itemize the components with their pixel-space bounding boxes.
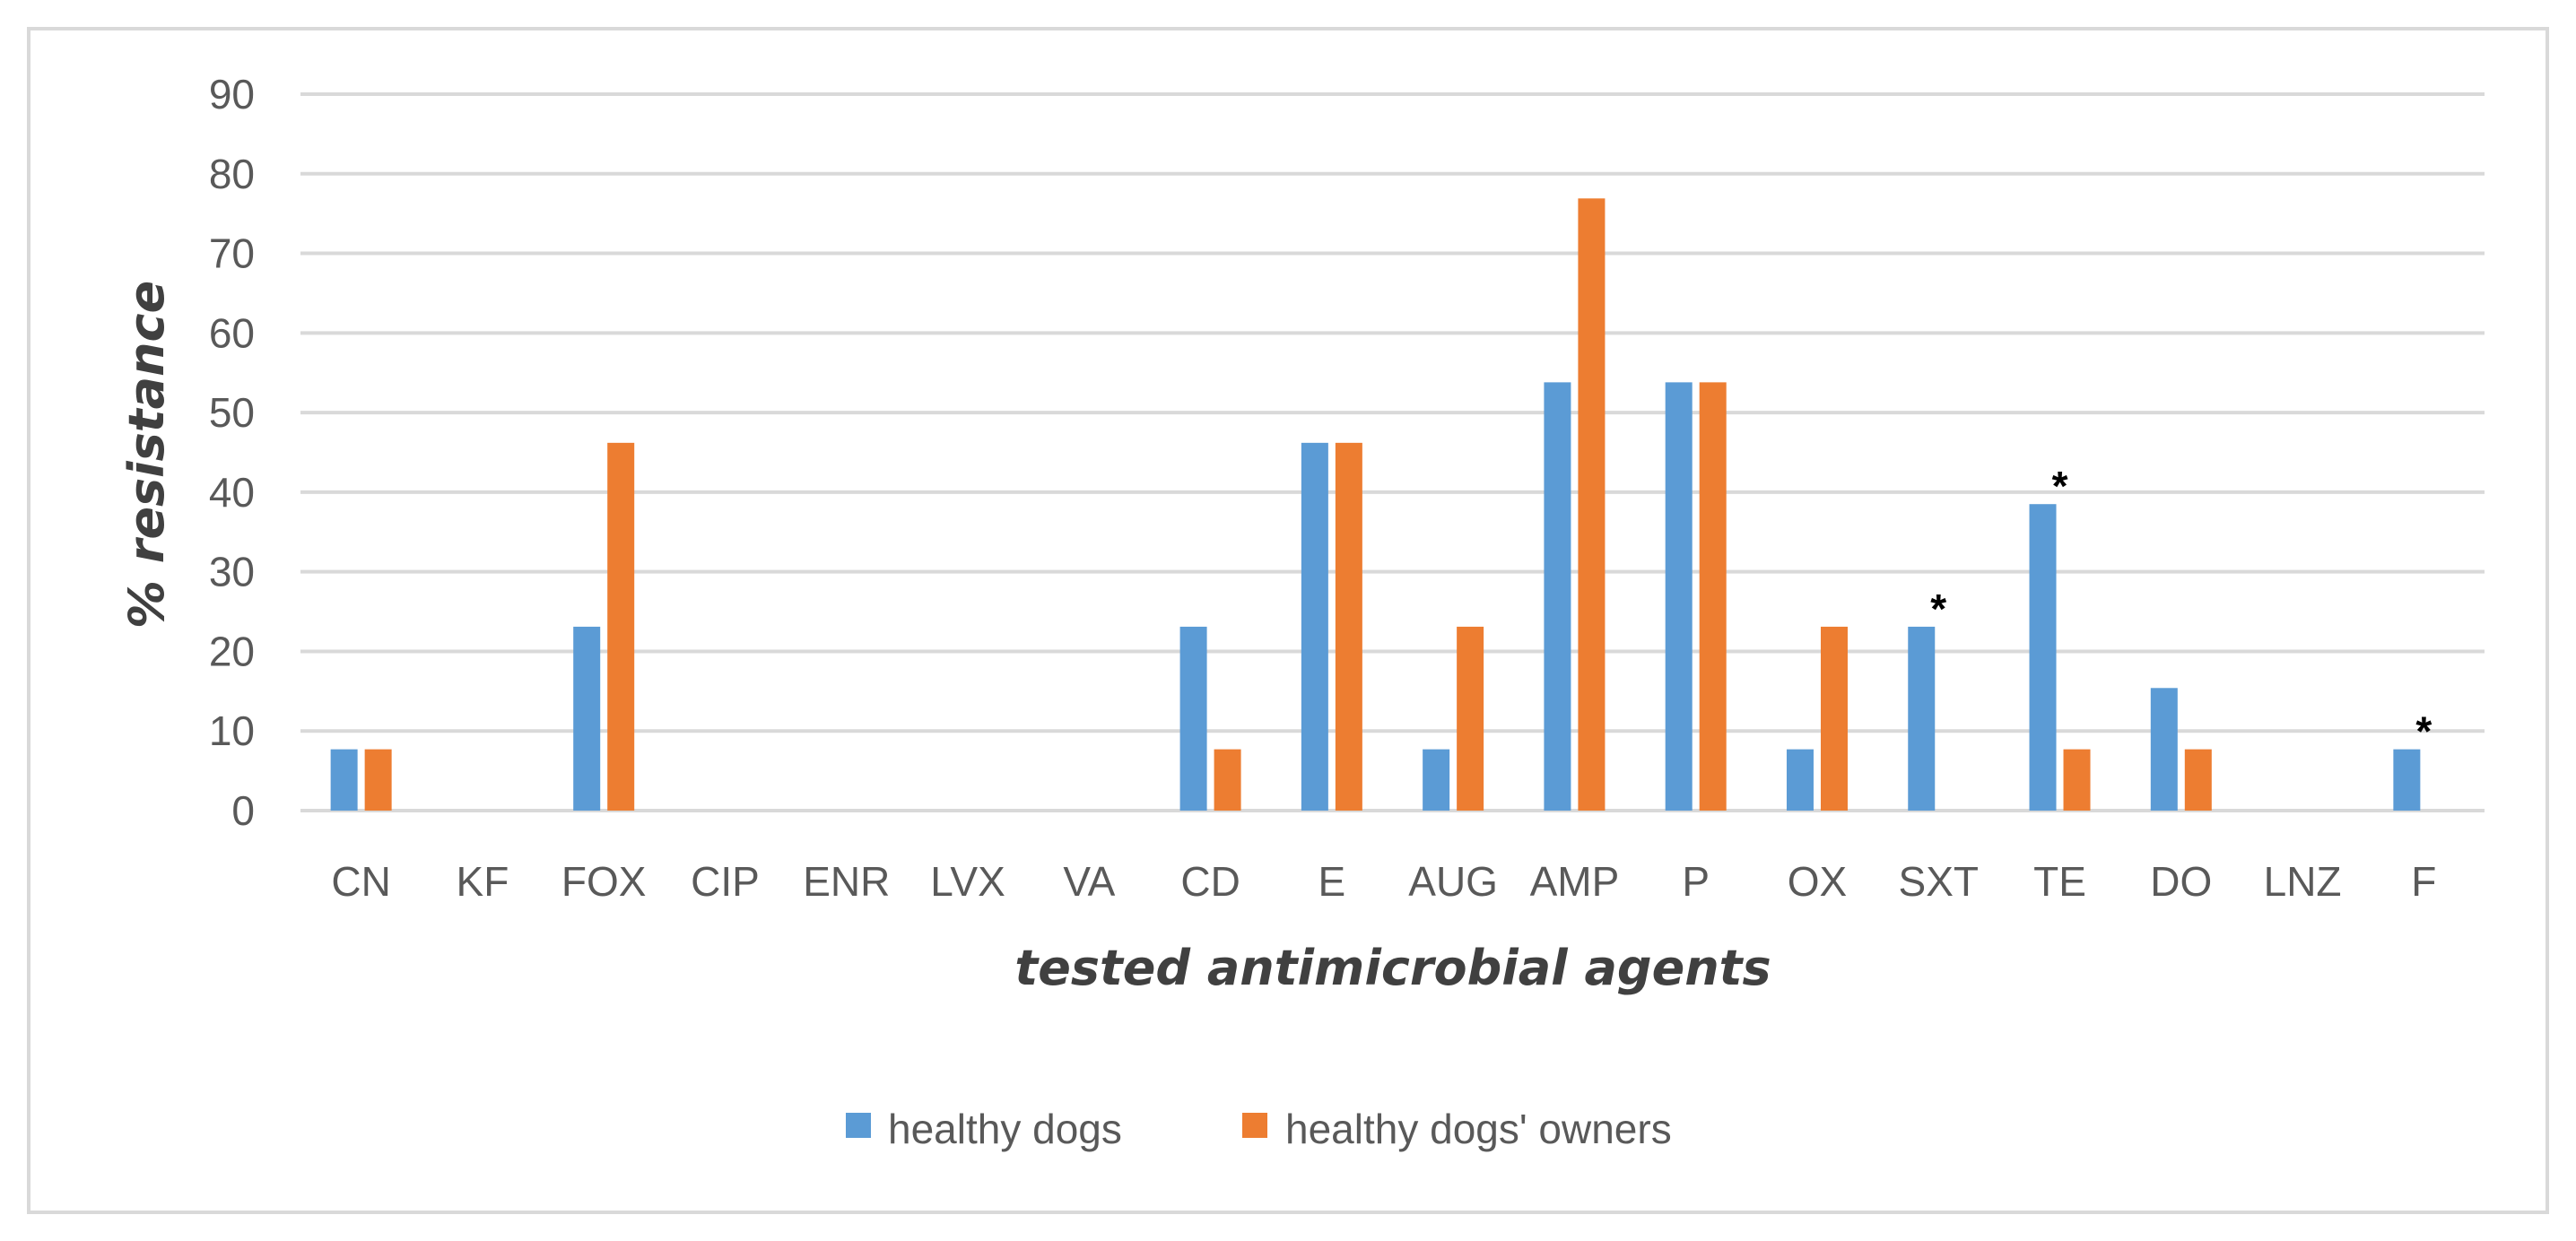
x-tick-label-cd: CD xyxy=(1180,858,1240,905)
legend-label-healthy-dogs-owners: healthy dogs' owners xyxy=(1285,1106,1672,1152)
bar-healthy-dogs-owners-fox xyxy=(607,442,635,811)
legend-swatch-healthy-dogs xyxy=(846,1113,871,1138)
bar-healthy-dogs-owners-p xyxy=(1699,382,1727,811)
x-tick-label-lnz: LNZ xyxy=(2264,858,2342,905)
bar-healthy-dogs-p xyxy=(1665,382,1693,811)
legend-label-healthy-dogs: healthy dogs xyxy=(888,1106,1122,1152)
bar-healthy-dogs-ox xyxy=(1786,749,1814,811)
bar-healthy-dogs-fox xyxy=(573,626,601,811)
annotation-sxt: * xyxy=(1930,586,1946,632)
x-tick-label-kf: KF xyxy=(457,858,509,905)
x-tick-label-cip: CIP xyxy=(691,858,760,905)
y-axis-ticks: 0 10 20 30 40 50 60 70 80 90 xyxy=(209,71,255,834)
bar-healthy-dogs-do xyxy=(2150,688,2178,811)
x-tick-label-amp: AMP xyxy=(1530,858,1620,905)
bar-healthy-dogs-te xyxy=(2029,504,2057,811)
x-axis-ticks: CN KF FOX CIP ENR LVX VA CD E AUG AMP P OX SXT TE DO LNZ… xyxy=(331,858,2436,905)
x-tick-label-ox: OX xyxy=(1788,858,1847,905)
x-tick-label-f: F xyxy=(2411,858,2436,905)
x-axis-title: tested antimicrobial agents xyxy=(1014,940,1771,996)
x-tick-label-va: VA xyxy=(1063,858,1115,905)
y-tick-label-80: 80 xyxy=(209,151,255,197)
annotation-te: * xyxy=(2052,463,2068,509)
bar-healthy-dogs-cd xyxy=(1179,626,1207,811)
y-tick-label-70: 70 xyxy=(209,230,255,277)
bar-healthy-dogs-f xyxy=(2393,749,2421,811)
bar-healthy-dogs-sxt xyxy=(1908,626,1936,811)
x-tick-label-do: DO xyxy=(2150,858,2212,905)
y-tick-label-90: 90 xyxy=(209,71,255,117)
x-tick-label-e: E xyxy=(1318,858,1346,905)
bar-healthy-dogs-owners-amp xyxy=(1578,198,1606,811)
y-axis-title: % resistance xyxy=(118,281,175,629)
bar-healthy-dogs-amp xyxy=(1544,382,1571,811)
bar-healthy-dogs-e xyxy=(1301,442,1328,811)
bar-healthy-dogs-cn xyxy=(330,749,358,811)
chart-frame xyxy=(27,27,2549,1214)
bar-healthy-dogs-owners-cd xyxy=(1214,749,1241,811)
x-tick-label-aug: AUG xyxy=(1408,858,1498,905)
y-tick-label-30: 30 xyxy=(209,549,255,595)
bars xyxy=(330,198,2421,811)
bar-healthy-dogs-aug xyxy=(1423,749,1450,811)
y-tick-label-40: 40 xyxy=(209,469,255,516)
bar-healthy-dogs-owners-ox xyxy=(1820,626,1848,811)
gridlines xyxy=(300,92,2485,812)
legend-swatch-healthy-dogs-owners xyxy=(1242,1113,1267,1138)
y-tick-label-0: 0 xyxy=(231,787,255,834)
x-tick-label-p: P xyxy=(1682,858,1710,905)
y-tick-label-60: 60 xyxy=(209,309,255,356)
y-tick-label-20: 20 xyxy=(209,628,255,674)
legend: healthy dogs healthy dogs' owners xyxy=(846,1106,1672,1152)
x-tick-label-enr: ENR xyxy=(803,858,890,905)
x-tick-label-lvx: LVX xyxy=(930,858,1005,905)
x-tick-label-cn: CN xyxy=(331,858,390,905)
y-tick-label-10: 10 xyxy=(209,707,255,754)
x-tick-label-fox: FOX xyxy=(561,858,647,905)
bar-healthy-dogs-owners-aug xyxy=(1457,626,1484,811)
x-tick-label-te: TE xyxy=(2033,858,2086,905)
annotations: * * * xyxy=(1930,463,2432,754)
bar-healthy-dogs-owners-do xyxy=(2184,749,2212,811)
y-tick-label-50: 50 xyxy=(209,389,255,436)
bar-healthy-dogs-owners-te xyxy=(2063,749,2091,811)
annotation-f: * xyxy=(2415,708,2432,755)
x-tick-label-sxt: SXT xyxy=(1899,858,1979,905)
bar-healthy-dogs-owners-cn xyxy=(364,749,392,811)
bar-healthy-dogs-owners-e xyxy=(1335,442,1362,811)
